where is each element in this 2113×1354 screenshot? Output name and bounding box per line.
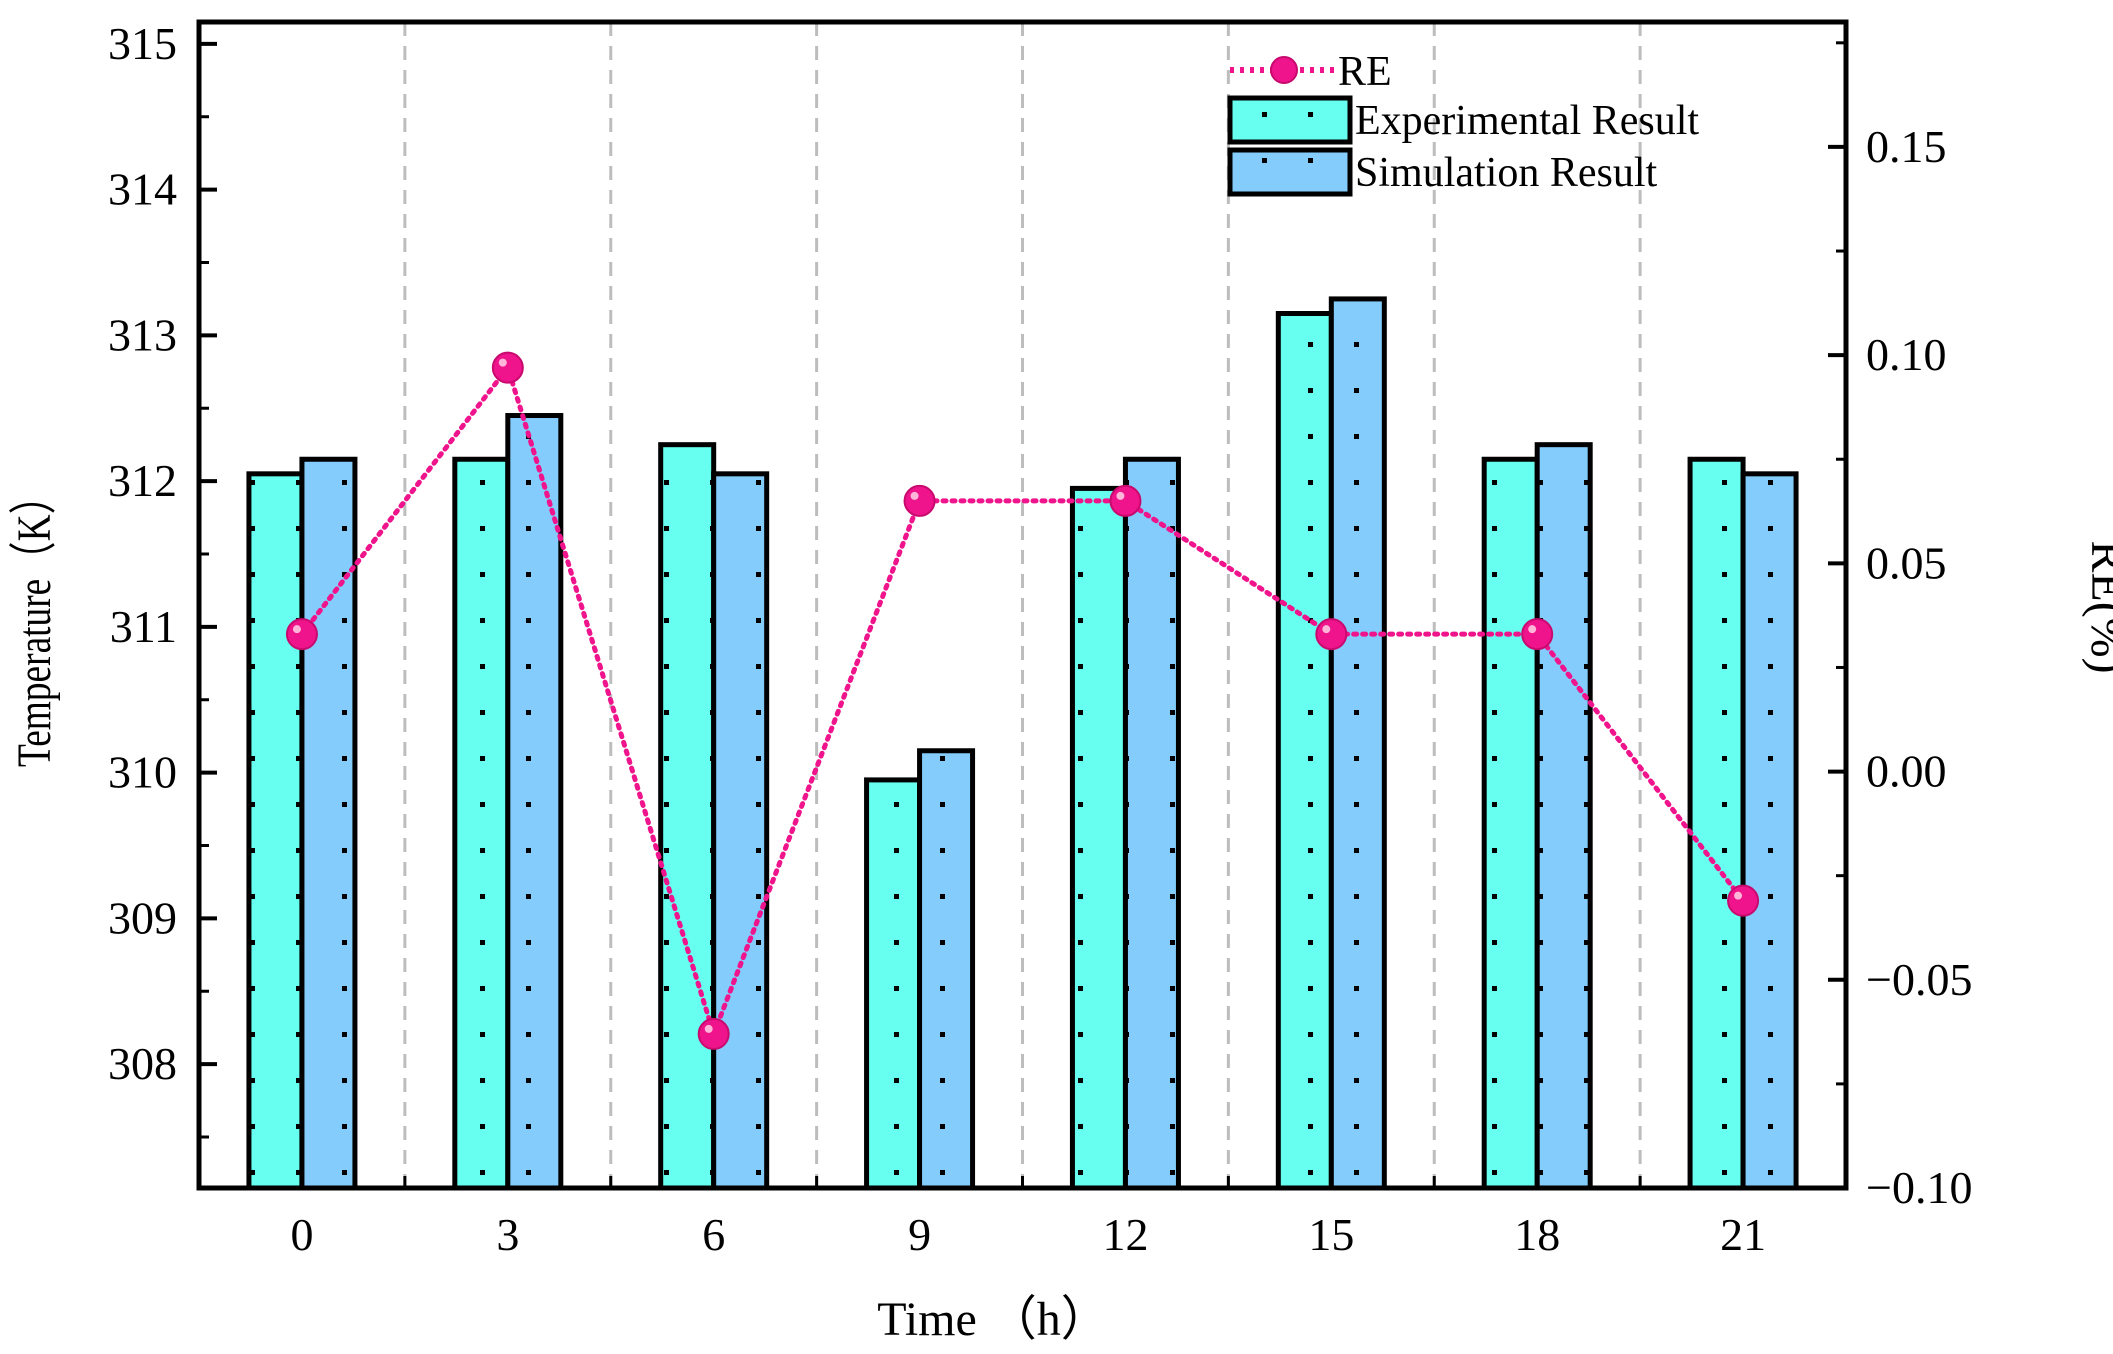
y-left-tick-label: 315: [108, 18, 177, 69]
re-point: [1109, 484, 1142, 517]
re-point: [903, 484, 936, 517]
re-line: [285, 351, 1760, 1050]
re-point-highlight: [1734, 891, 1743, 900]
re-point: [1315, 618, 1348, 651]
y-right-tick-label: 0.00: [1866, 746, 1947, 797]
re-point: [1727, 884, 1760, 917]
y-left-tick-label: 313: [108, 309, 177, 360]
re-point-highlight: [1528, 625, 1537, 634]
legend-experimental-label: Experimental Result: [1355, 98, 1699, 144]
y-left-tick-label: 310: [108, 747, 177, 798]
bar-experimental-pattern: [660, 444, 714, 1188]
axes: 3083093103113123133143150.150.100.050.00…: [108, 18, 1972, 1260]
bar-simulation-pattern: [1331, 298, 1385, 1188]
y-right-tick-label: 0.15: [1866, 121, 1947, 172]
x-tick-label: 3: [496, 1209, 519, 1260]
bar-simulation-pattern: [507, 415, 561, 1188]
x-tick-label: 12: [1102, 1209, 1148, 1260]
x-tick-label: 0: [290, 1209, 313, 1260]
bar-experimental-pattern: [1072, 488, 1126, 1188]
y-right-tick-label: 0.10: [1866, 329, 1947, 380]
re-point: [697, 1017, 730, 1050]
re-point: [285, 618, 318, 651]
y-right-tick-label: 0.05: [1866, 537, 1947, 588]
bar-experimental-pattern: [1690, 459, 1744, 1188]
bar-simulation-pattern: [1743, 473, 1797, 1188]
grid-lines: [403, 22, 1642, 1188]
bar-simulation-pattern: [1537, 444, 1591, 1188]
re-point: [1521, 618, 1554, 651]
x-tick-label: 21: [1720, 1209, 1766, 1260]
y-left-tick-label: 308: [108, 1038, 177, 1089]
re-point-highlight: [1322, 625, 1331, 634]
y-left-tick-label: 314: [108, 164, 177, 215]
x-tick-label: 6: [702, 1209, 725, 1260]
re-line-path: [299, 362, 1746, 1042]
bar-experimental-pattern: [866, 779, 920, 1188]
re-point-highlight: [910, 491, 919, 500]
legend: RE Experimental Result Simulation Result: [1227, 49, 1699, 197]
re-point-highlight: [292, 625, 301, 634]
y-left-tick-label: 311: [110, 601, 177, 652]
bar-experimental-pattern: [1484, 459, 1538, 1188]
y-axis-left-title: Temperature（K）: [8, 477, 61, 767]
legend-re-marker: [1270, 56, 1298, 84]
y-right-tick-label: −0.10: [1866, 1162, 1972, 1213]
re-point-highlight: [498, 358, 507, 367]
bar-experimental-pattern: [454, 459, 508, 1188]
re-point-highlight: [1116, 491, 1125, 500]
bars: [246, 296, 1799, 1191]
legend-re-label: RE: [1338, 49, 1392, 95]
re-point: [491, 351, 524, 384]
legend-simulation-label: Simulation Result: [1355, 150, 1658, 196]
y-right-tick-label: −0.05: [1866, 954, 1972, 1005]
legend-simulation-dots: [1230, 150, 1350, 194]
y-left-tick-label: 312: [108, 455, 177, 506]
x-tick-label: 9: [908, 1209, 931, 1260]
bar-simulation-pattern: [713, 473, 767, 1188]
bar-simulation-pattern: [1125, 459, 1179, 1188]
bar-simulation-pattern: [919, 750, 973, 1188]
bar-experimental-pattern: [248, 473, 302, 1188]
x-tick-label: 15: [1308, 1209, 1354, 1260]
y-axis-right-title: RE(%): [2081, 540, 2113, 673]
re-point-highlight: [704, 1024, 713, 1033]
legend-experimental-dots: [1230, 98, 1350, 142]
bar-experimental-pattern: [1278, 313, 1332, 1188]
bar-simulation-pattern: [301, 459, 355, 1188]
x-axis-title: Time （h）: [877, 1293, 1109, 1346]
y-left-tick-label: 309: [108, 892, 177, 943]
x-tick-label: 18: [1514, 1209, 1560, 1260]
